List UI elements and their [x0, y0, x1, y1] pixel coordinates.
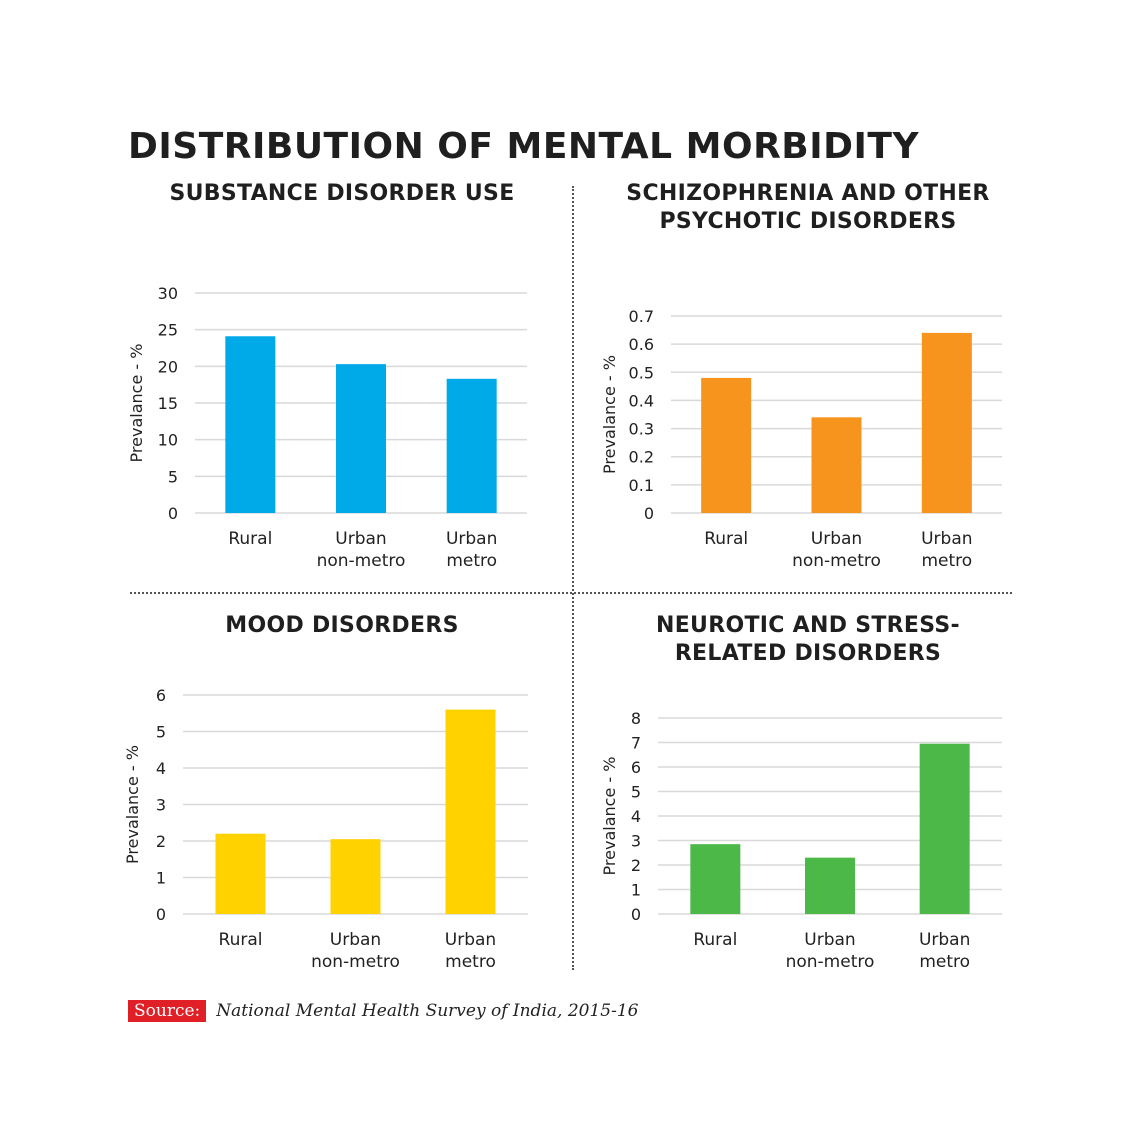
y-axis-label: Prevalance - %	[123, 745, 142, 864]
y-tick-label: 0	[631, 905, 641, 924]
bar	[225, 336, 276, 513]
y-tick-label: 0.3	[629, 420, 654, 439]
y-tick-label: 30	[158, 284, 178, 303]
x-category-label: Rural	[693, 930, 737, 950]
y-tick-label: 6	[156, 686, 166, 705]
bar	[701, 377, 752, 513]
bar	[446, 378, 497, 513]
bar	[919, 743, 970, 914]
bar	[336, 364, 386, 513]
panel-title-line: NEUROTIC AND STRESS-	[656, 613, 960, 638]
bar	[805, 857, 855, 914]
x-category-label: non-metro	[311, 952, 400, 972]
panel-title-line: SCHIZOPHRENIA AND OTHER	[626, 181, 990, 206]
y-tick-label: 1	[156, 869, 166, 888]
y-axis-label: Prevalance - %	[600, 757, 619, 876]
y-tick-label: 2	[156, 832, 166, 851]
x-category-label: non-metro	[786, 952, 875, 972]
panel-title-line: MOOD DISORDERS	[225, 613, 459, 638]
y-tick-label: 1	[631, 881, 641, 900]
x-category-label: Urban	[446, 529, 497, 549]
y-axis-label: Prevalance - %	[600, 355, 619, 474]
x-category-label: Rural	[704, 529, 748, 549]
x-category-label: metro	[919, 952, 970, 972]
x-category-label: metro	[446, 551, 497, 571]
x-category-label: Urban	[445, 930, 496, 950]
y-axis-label: Prevalance - %	[127, 344, 146, 463]
panel-title-mood: MOOD DISORDERS	[112, 612, 572, 640]
x-category-label: Urban	[919, 930, 970, 950]
bar	[215, 833, 266, 914]
x-category-label: Urban	[330, 930, 381, 950]
y-tick-label: 0	[644, 504, 654, 523]
x-category-label: non-metro	[317, 551, 406, 571]
y-tick-label: 0.2	[629, 448, 654, 467]
y-tick-label: 5	[631, 783, 641, 802]
x-category-label: metro	[921, 551, 972, 571]
panel-title-line: RELATED DISORDERS	[674, 641, 942, 666]
y-tick-label: 6	[631, 758, 641, 777]
source-label: Source:	[128, 1000, 207, 1022]
panel-title-line: SUBSTANCE DISORDER USE	[169, 181, 515, 206]
y-tick-label: 20	[158, 357, 178, 376]
y-tick-label: 0.6	[629, 335, 654, 354]
main-title: DISTRIBUTION OF MENTAL MORBIDITY	[128, 126, 920, 167]
y-tick-label: 0	[156, 905, 166, 924]
x-category-label: Rural	[219, 930, 263, 950]
y-tick-label: 5	[168, 467, 178, 486]
y-tick-label: 0	[168, 504, 178, 523]
y-tick-label: 0.1	[629, 476, 654, 495]
source-text: National Mental Health Survey of India, …	[216, 1001, 639, 1021]
vertical-divider	[572, 186, 574, 970]
y-tick-label: 4	[156, 759, 166, 778]
x-category-label: Urban	[335, 529, 386, 549]
y-tick-label: 2	[631, 856, 641, 875]
y-tick-label: 25	[158, 321, 178, 340]
y-tick-label: 10	[158, 431, 178, 450]
x-category-label: Urban	[921, 529, 972, 549]
x-category-label: Rural	[228, 529, 272, 549]
panel-title-line: PSYCHOTIC DISORDERS	[659, 209, 957, 234]
bar	[921, 332, 972, 513]
y-tick-label: 0.7	[629, 307, 654, 326]
y-tick-label: 5	[156, 723, 166, 742]
bar	[445, 709, 496, 914]
panel-title-substance: SUBSTANCE DISORDER USE	[112, 180, 572, 208]
bar	[330, 839, 381, 914]
y-tick-label: 3	[156, 796, 166, 815]
x-category-label: non-metro	[792, 551, 881, 571]
panel-title-schizophrenia: SCHIZOPHRENIA AND OTHER PSYCHOTIC DISORDE…	[578, 180, 1038, 236]
y-tick-label: 7	[631, 734, 641, 753]
y-tick-label: 15	[158, 394, 178, 413]
y-tick-label: 3	[631, 832, 641, 851]
x-category-label: Urban	[811, 529, 862, 549]
source-line: Source: National Mental Health Survey of…	[128, 1000, 638, 1022]
horizontal-divider	[130, 592, 1012, 594]
y-tick-label: 0.5	[629, 363, 654, 382]
x-category-label: metro	[445, 952, 496, 972]
y-tick-label: 4	[631, 807, 641, 826]
y-tick-label: 8	[631, 709, 641, 728]
x-category-label: Urban	[804, 930, 855, 950]
panel-title-neurotic: NEUROTIC AND STRESS- RELATED DISORDERS	[578, 612, 1038, 668]
bar	[811, 417, 862, 513]
bar	[690, 844, 741, 914]
y-tick-label: 0.4	[629, 391, 654, 410]
